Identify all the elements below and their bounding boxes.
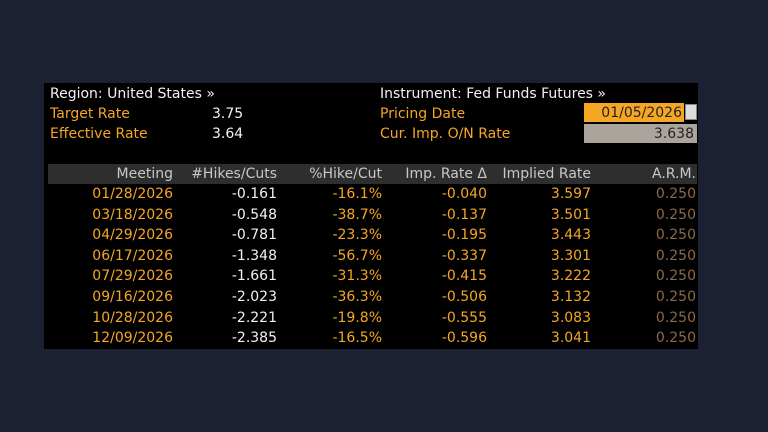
rate-box <box>584 124 697 143</box>
table-cell: 0.250 <box>655 227 696 244</box>
table-cell: -1.661 <box>231 268 277 285</box>
table-cell: 3.597 <box>550 186 591 202</box>
date-input[interactable] <box>584 103 684 122</box>
column-header[interactable]: A.R.M. <box>652 166 696 182</box>
table-cell: 06/17/2026 <box>92 247 173 264</box>
table-cell: -36.3% <box>332 289 382 305</box>
table-cell: 0.250 <box>655 186 696 202</box>
table-cell: -0.137 <box>441 206 487 223</box>
table-cell: 3.041 <box>550 330 591 347</box>
column-header[interactable]: %Hike/Cut <box>309 166 382 182</box>
field-label: Target Rate <box>50 106 130 122</box>
instrument-link[interactable]: Instrument: Fed Funds Futures » <box>380 86 606 102</box>
table-cell: 09/16/2026 <box>92 289 173 305</box>
field-label: Effective Rate <box>50 126 148 142</box>
field-label: Pricing Date <box>380 106 466 122</box>
table-cell: -23.3% <box>332 227 382 244</box>
table-cell: 3.443 <box>550 227 591 244</box>
table-cell: -19.8% <box>332 309 382 326</box>
table-cell: -0.548 <box>231 206 277 223</box>
field-value: 3.75 <box>212 106 244 122</box>
table-cell: 03/18/2026 <box>92 206 173 223</box>
table-cell: -0.337 <box>441 247 487 264</box>
table-cell: -1.348 <box>231 247 277 264</box>
table-cell: 3.132 <box>550 289 591 305</box>
region-link[interactable]: Region: United States » <box>50 86 215 102</box>
table-cell: -16.5% <box>332 330 382 347</box>
table-cell: -0.195 <box>441 227 487 244</box>
table-cell: -0.555 <box>441 309 487 326</box>
rate-value: 3.638 <box>653 126 694 142</box>
table-cell: 04/29/2026 <box>92 227 173 244</box>
column-header[interactable]: Implied Rate <box>502 166 591 182</box>
field-label: Cur. Imp. O/N Rate <box>380 126 511 142</box>
table-cell: -2.221 <box>231 309 277 326</box>
table-header <box>48 164 697 184</box>
table-cell: 0.250 <box>655 309 696 326</box>
field-value: 3.64 <box>212 126 244 142</box>
table-cell: 10/28/2026 <box>92 309 173 326</box>
table-cell: 0.250 <box>655 206 696 223</box>
table-cell: -0.781 <box>231 227 277 244</box>
table-cell: -2.023 <box>231 289 277 305</box>
table-cell: -38.7% <box>332 206 382 223</box>
table-cell: -16.1% <box>332 186 382 202</box>
table-cell: 01/28/2026 <box>92 186 173 202</box>
table-cell: 3.222 <box>550 268 591 285</box>
table-cell: 07/29/2026 <box>92 268 173 285</box>
table-cell: 3.501 <box>550 206 591 223</box>
table-cell: -0.415 <box>441 268 487 285</box>
table-cell: 3.301 <box>550 247 591 264</box>
table-cell: -31.3% <box>332 268 382 285</box>
table-cell: 0.250 <box>655 330 696 347</box>
table-cell: -56.7% <box>332 247 382 264</box>
table-cell: -0.596 <box>441 330 487 347</box>
column-header[interactable]: Imp. Rate Δ <box>405 166 487 182</box>
column-header[interactable]: #Hikes/Cuts <box>191 166 277 182</box>
table-cell: 12/09/2026 <box>92 330 173 347</box>
table-cell: -0.506 <box>441 289 487 305</box>
table-cell: 3.083 <box>550 309 591 326</box>
date-value[interactable]: 01/05/2026 <box>601 105 682 121</box>
table-cell: -2.385 <box>231 330 277 347</box>
table-cell: -0.040 <box>441 186 487 202</box>
calendar-icon[interactable] <box>685 104 697 120</box>
column-header[interactable]: Meeting <box>116 166 173 182</box>
table-cell: 0.250 <box>655 289 696 305</box>
table-cell: 0.250 <box>655 268 696 285</box>
table-cell: 0.250 <box>655 247 696 264</box>
panel: Region: United States » Instrument: Fed … <box>44 83 698 349</box>
table-cell: -0.161 <box>231 186 277 202</box>
